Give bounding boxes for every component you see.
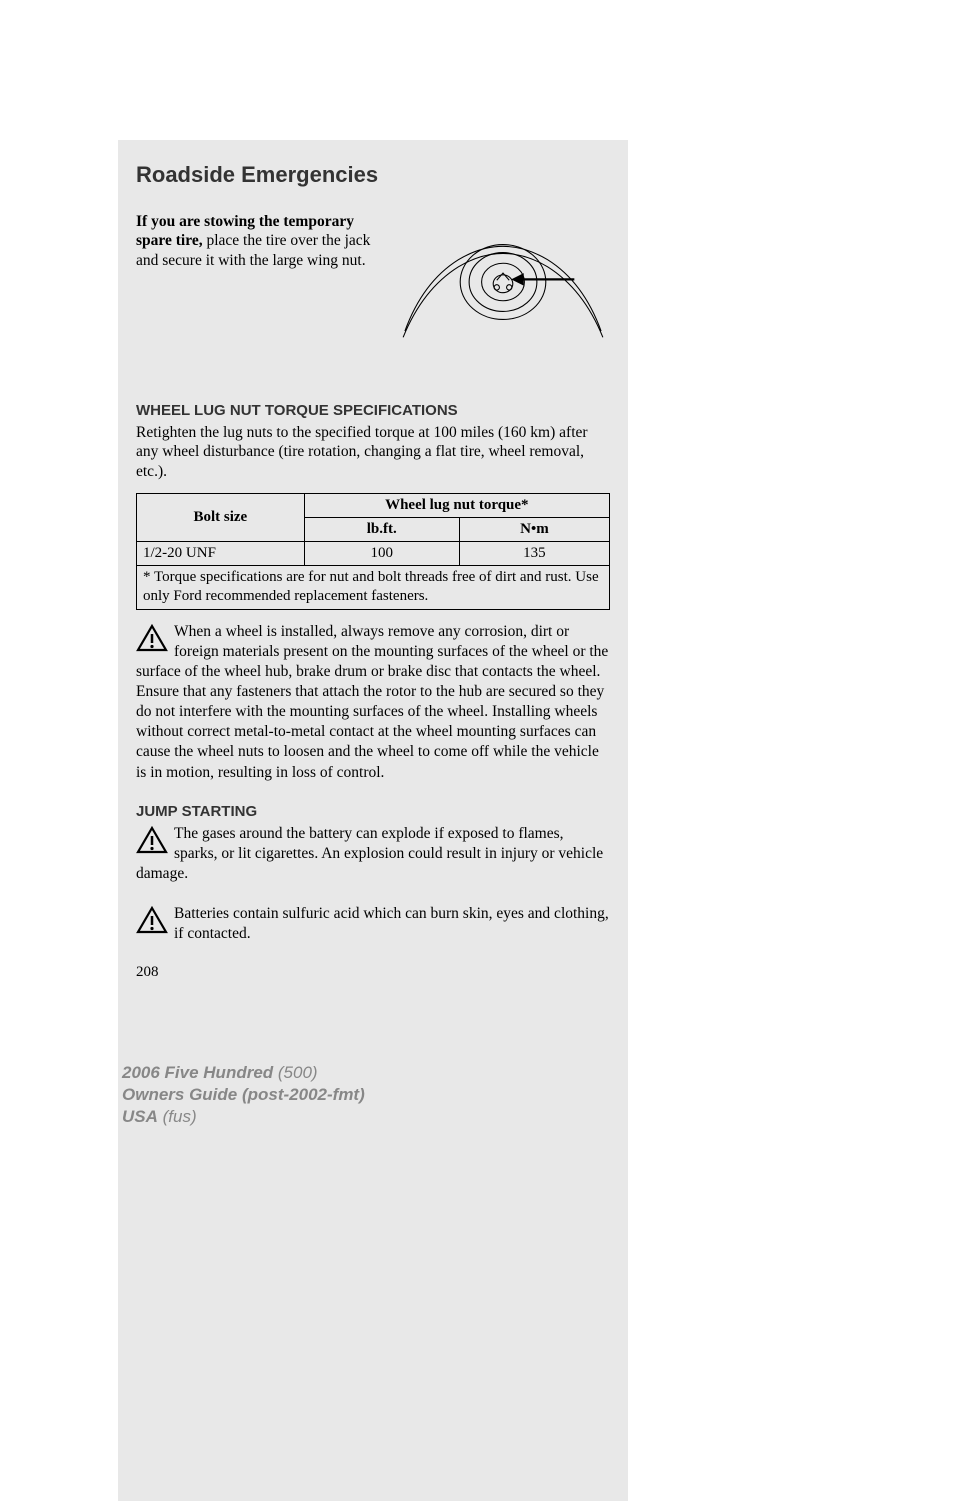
- jump-heading: JUMP STARTING: [136, 803, 610, 820]
- footer-region: USA: [122, 1107, 158, 1126]
- warning2-text: The gases around the battery can explode…: [136, 825, 603, 882]
- th-torque: Wheel lug nut torque*: [304, 494, 609, 518]
- torque-body: Retighten the lug nuts to the specified …: [136, 423, 610, 481]
- page-title: Roadside Emergencies: [136, 162, 610, 188]
- warning-battery-acid: Batteries contain sulfuric acid which ca…: [136, 904, 610, 944]
- th-bolt: Bolt size: [137, 494, 305, 542]
- torque-table: Bolt size Wheel lug nut torque* lb.ft. N…: [136, 493, 610, 566]
- table-footnote: * Torque specifications are for nut and …: [136, 565, 610, 610]
- footer-code: (500): [273, 1063, 317, 1082]
- th-nm: N•m: [459, 518, 609, 542]
- warning-battery-explode: The gases around the battery can explode…: [136, 824, 610, 884]
- td-lbft: 100: [304, 542, 459, 566]
- warning-icon: [136, 624, 168, 652]
- footer-region-code: (fus): [158, 1107, 197, 1126]
- footer-line1: 2006 Five Hundred (500): [122, 1062, 365, 1084]
- td-bolt: 1/2-20 UNF: [137, 542, 305, 566]
- footer-line2: Owners Guide (post-2002-fmt): [122, 1084, 365, 1106]
- th-lbft: lb.ft.: [304, 518, 459, 542]
- td-nm: 135: [459, 542, 609, 566]
- doc-footer: 2006 Five Hundred (500) Owners Guide (po…: [122, 1062, 365, 1128]
- manual-page: Roadside Emergencies If you are stowing …: [118, 140, 628, 1501]
- intro-text: If you are stowing the temporary spare t…: [136, 212, 376, 352]
- warning-icon: [136, 826, 168, 854]
- spare-tire-diagram: [396, 212, 610, 352]
- warning1-text: When a wheel is installed, always remove…: [136, 623, 608, 781]
- warning-wheel-install: When a wheel is installed, always remove…: [136, 622, 610, 783]
- page-number: 208: [136, 964, 610, 981]
- torque-heading: WHEEL LUG NUT TORQUE SPECIFICATIONS: [136, 402, 610, 419]
- footer-line3: USA (fus): [122, 1106, 365, 1128]
- intro-block: If you are stowing the temporary spare t…: [136, 212, 610, 352]
- footer-vehicle: 2006 Five Hundred: [122, 1063, 273, 1082]
- warning-icon: [136, 906, 168, 934]
- warning3-text: Batteries contain sulfuric acid which ca…: [174, 905, 609, 942]
